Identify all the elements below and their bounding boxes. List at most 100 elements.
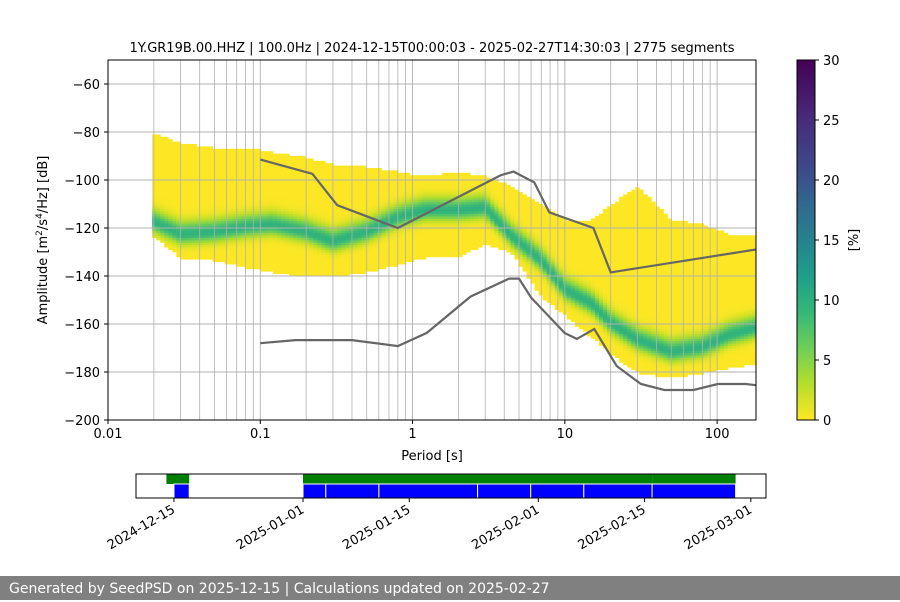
heatmap-cell	[490, 228, 495, 231]
heatmap-cell	[272, 259, 278, 262]
heatmap-cell	[534, 268, 540, 272]
heatmap-cell	[510, 218, 515, 222]
heatmap-cell	[168, 189, 173, 193]
heatmap-cell	[172, 199, 177, 202]
heatmap-cell	[276, 180, 282, 183]
heatmap-cell	[510, 220, 515, 224]
heatmap-cell	[546, 259, 552, 262]
heatmap-cell	[248, 192, 254, 195]
heatmap-cell	[470, 218, 475, 222]
heatmap-cell	[252, 189, 258, 193]
heatmap-cell	[498, 230, 503, 234]
heatmap-cell	[280, 256, 286, 260]
heatmap-cell	[256, 201, 262, 205]
heatmap-cell	[184, 242, 189, 246]
heatmap-cell	[216, 242, 222, 246]
heatmap-cell	[599, 295, 604, 298]
heatmap-cell	[590, 280, 596, 284]
heatmap-cell	[361, 206, 366, 210]
heatmap-cell	[421, 180, 427, 183]
heatmap-cell	[305, 216, 310, 219]
heatmap-cell	[470, 194, 475, 198]
heatmap-cell	[244, 196, 250, 200]
heatmap-cell	[619, 357, 624, 361]
heatmap-cell	[240, 177, 246, 181]
heatmap-cell	[232, 249, 238, 253]
heatmap-cell	[478, 206, 483, 210]
heatmap-cell	[156, 228, 161, 231]
heatmap-cell	[236, 153, 242, 157]
heatmap-cell	[599, 304, 604, 308]
heatmap-cell	[425, 196, 431, 200]
heatmap-cell	[615, 292, 620, 296]
heatmap-cell	[578, 220, 584, 224]
heatmap-cell	[285, 163, 290, 166]
heatmap-cell	[297, 201, 302, 205]
heatmap-cell	[619, 326, 624, 330]
heatmap-cell	[276, 194, 282, 198]
heatmap-cell	[244, 187, 250, 190]
heatmap-cell	[285, 204, 290, 207]
heatmap-cell	[377, 264, 383, 267]
heatmap-cell	[397, 211, 403, 214]
heatmap-cell	[280, 230, 286, 234]
heatmap-cell	[341, 199, 346, 202]
heatmap-cell	[152, 211, 157, 214]
heatmap-cell	[160, 141, 165, 145]
heatmap-cell	[458, 232, 463, 236]
heatmap-cell	[196, 211, 201, 214]
heatmap-cell	[264, 170, 270, 174]
heatmap-cell	[494, 237, 499, 241]
heatmap-cell	[228, 172, 234, 176]
heatmap-cell	[397, 196, 403, 200]
heatmap-cell	[268, 230, 274, 234]
heatmap-cell	[333, 220, 338, 224]
heatmap-cell	[442, 218, 447, 222]
heatmap-cell	[482, 180, 487, 183]
heatmap-cell	[450, 252, 455, 255]
heatmap-cell	[385, 256, 391, 260]
heatmap-cell	[470, 237, 475, 241]
heatmap-cell	[285, 261, 290, 265]
heatmap-cell	[357, 182, 362, 186]
heatmap-cell	[240, 156, 246, 159]
heatmap-cell	[200, 213, 205, 217]
heatmap-cell	[345, 247, 350, 250]
heatmap-cell	[433, 244, 439, 248]
heatmap-cell	[522, 213, 527, 217]
heatmap-cell	[357, 261, 362, 265]
heatmap-cell	[413, 256, 419, 260]
heatmap-cell	[462, 201, 467, 205]
heatmap-cell	[180, 228, 185, 231]
heatmap-cell	[409, 232, 415, 236]
heatmap-cell	[240, 230, 246, 234]
heatmap-cell	[188, 244, 193, 248]
heatmap-cell	[413, 194, 419, 198]
heatmap-cell	[164, 244, 169, 248]
heatmap-cell	[200, 220, 205, 224]
heatmap-cell	[184, 172, 189, 176]
heatmap-cell	[204, 177, 209, 181]
heatmap-cell	[152, 199, 157, 202]
heatmap-cell	[228, 220, 234, 224]
heatmap-cell	[228, 208, 234, 212]
heatmap-cell	[200, 189, 205, 193]
heatmap-cell	[196, 240, 201, 243]
heatmap-cell	[578, 290, 584, 294]
heatmap-cell	[200, 165, 205, 169]
heatmap-cell	[264, 165, 270, 169]
heatmap-cell	[405, 237, 411, 241]
heatmap-cell	[494, 218, 499, 222]
heatmap-cell	[184, 228, 189, 231]
heatmap-cell	[433, 187, 439, 190]
heatmap-cell	[417, 225, 423, 229]
heatmap-cell	[192, 252, 197, 255]
heatmap-cell	[333, 261, 338, 265]
heatmap-cell	[293, 160, 298, 164]
heatmap-cell	[474, 196, 479, 200]
heatmap-cell	[357, 235, 362, 238]
heatmap-cell	[228, 148, 234, 152]
heatmap-cell	[478, 216, 483, 219]
heatmap-cell	[538, 259, 544, 262]
heatmap-cell	[397, 242, 403, 246]
